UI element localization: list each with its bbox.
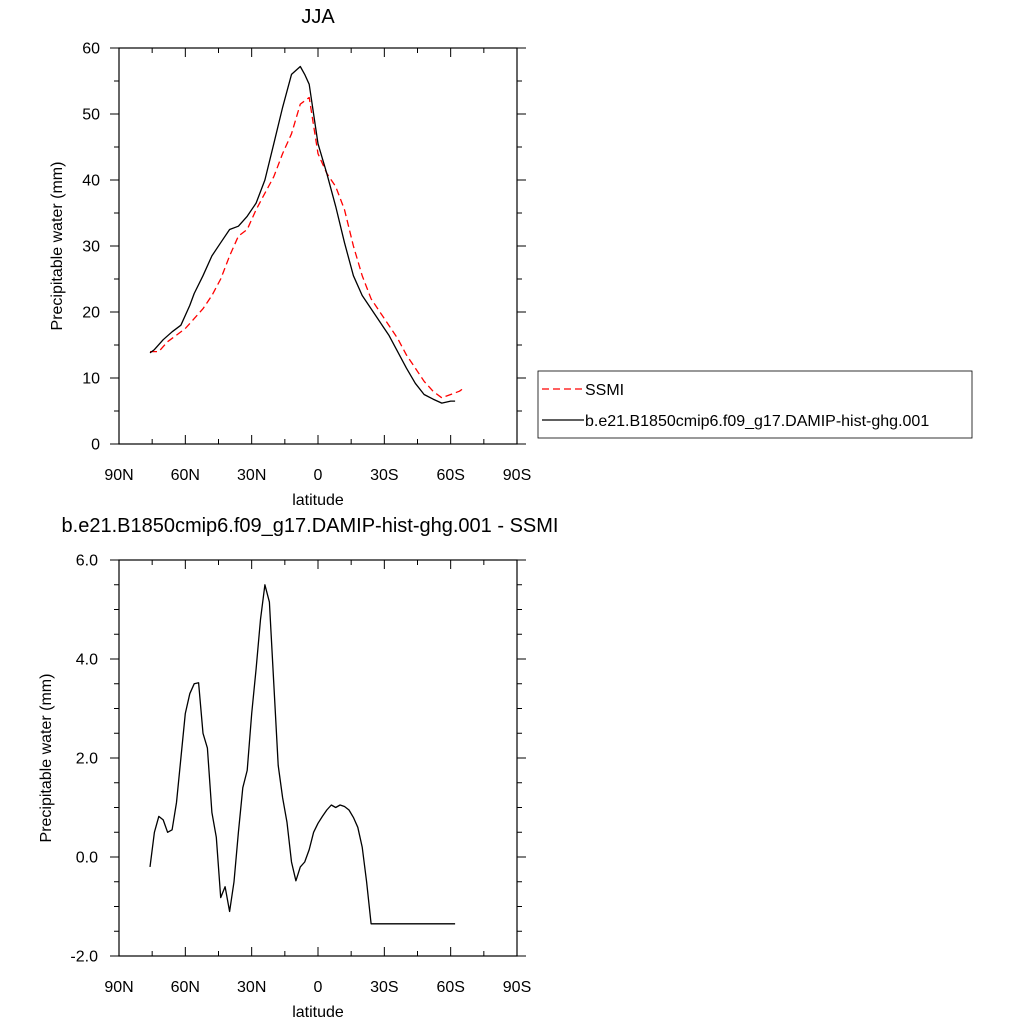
bottom-plot-frame	[118, 559, 518, 957]
top-y-tick-label: 50	[82, 107, 100, 124]
top-panel: JJA 0 10 20 30 40 50 60 90N 60N 30N 0 30…	[49, 6, 973, 509]
top-chart-title: JJA	[301, 6, 335, 28]
top-axis-ticks	[110, 47, 526, 445]
top-x-tick-label: 90S	[503, 467, 531, 484]
top-x-axis-label: latitude	[292, 492, 344, 509]
bottom-plot-lines	[149, 584, 456, 925]
bottom-x-tick-label: 60S	[436, 979, 464, 996]
top-x-tick-label: 0	[314, 467, 323, 484]
bottom-x-tick-label: 0	[314, 979, 323, 996]
bottom-y-tick-label: 4.0	[76, 652, 98, 669]
bottom-x-axis-label: latitude	[292, 1004, 344, 1021]
top-y-tick-label: 20	[82, 305, 100, 322]
top-series-line-1	[149, 65, 456, 404]
bottom-y-tick-label: 6.0	[76, 553, 98, 570]
bottom-series-line-0	[149, 584, 456, 925]
top-x-tick-label: 60S	[436, 467, 464, 484]
bottom-chart-title: b.e21.B1850cmip6.f09_g17.DAMIP-hist-ghg.…	[62, 515, 559, 537]
legend: SSMI b.e21.B1850cmip6.f09_g17.DAMIP-hist…	[537, 370, 973, 439]
legend-label-ssmi: SSMI	[585, 382, 624, 399]
top-y-tick-label: 60	[82, 41, 100, 58]
top-plot-frame	[118, 47, 518, 445]
bottom-x-tick-label: 60N	[171, 979, 200, 996]
bottom-x-tick-label: 90S	[503, 979, 531, 996]
bottom-y-tick-label: -2.0	[70, 949, 98, 966]
top-x-tick-label: 60N	[171, 467, 200, 484]
top-y-tick-label: 40	[82, 173, 100, 190]
bottom-y-axis-label: Precipitable water (mm)	[38, 674, 55, 843]
top-plot-lines	[149, 65, 465, 404]
top-x-tick-label: 30N	[237, 467, 266, 484]
bottom-x-tick-label: 90N	[104, 979, 133, 996]
top-y-axis-label: Precipitable water (mm)	[49, 162, 66, 331]
top-series-line-0	[150, 96, 465, 399]
bottom-y-tick-label: 0.0	[76, 850, 98, 867]
bottom-panel: b.e21.B1850cmip6.f09_g17.DAMIP-hist-ghg.…	[38, 515, 558, 1021]
top-x-tick-label: 30S	[370, 467, 398, 484]
legend-box	[537, 370, 973, 439]
top-y-tick-label: 30	[82, 239, 100, 256]
top-x-tick-label: 90N	[104, 467, 133, 484]
top-y-tick-label: 10	[82, 371, 100, 388]
bottom-axis-ticks	[110, 559, 526, 957]
bottom-x-tick-label: 30N	[237, 979, 266, 996]
top-y-tick-label: 0	[91, 437, 100, 454]
bottom-y-tick-label: 2.0	[76, 751, 98, 768]
bottom-x-tick-label: 30S	[370, 979, 398, 996]
legend-label-model: b.e21.B1850cmip6.f09_g17.DAMIP-hist-ghg.…	[585, 413, 929, 430]
